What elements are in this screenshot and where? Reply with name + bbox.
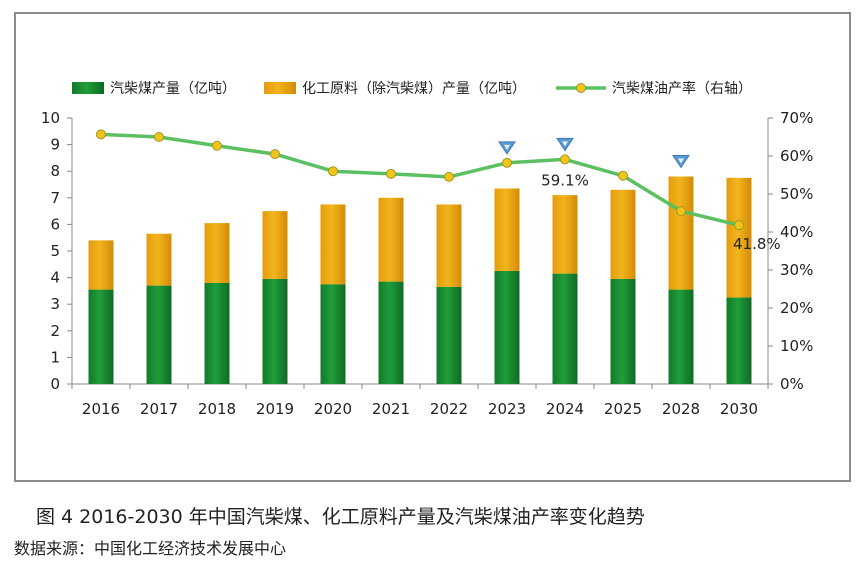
y-right-tick-label: 60% (780, 147, 813, 165)
bar-orange-2025 (610, 189, 636, 279)
y-right-tick-label: 0% (780, 375, 804, 393)
bar-orange-2022 (436, 204, 462, 287)
bar-green-2017 (146, 285, 172, 384)
flag-marker-highlight (562, 141, 568, 147)
bar-green-2028 (668, 289, 694, 384)
legend-label: 汽柴煤油产率（右轴） (612, 80, 752, 97)
bar-orange-2030 (726, 177, 752, 298)
y-left-tick-label: 3 (50, 295, 60, 313)
bar-orange-2021 (378, 197, 404, 282)
bar-orange-2018 (204, 223, 230, 283)
bar-green-2020 (320, 284, 346, 384)
y-left-tick-label: 6 (50, 215, 60, 233)
bar-green-2019 (262, 278, 288, 384)
x-tick-label: 2018 (198, 400, 236, 418)
bar-green-2016 (88, 289, 114, 384)
bar-orange-2017 (146, 233, 172, 286)
y-right-tick-label: 10% (780, 337, 813, 355)
y-right-tick-label: 50% (780, 185, 813, 203)
x-tick-label: 2020 (314, 400, 352, 418)
y-right-tick-label: 20% (780, 299, 813, 317)
x-tick-label: 2023 (488, 400, 526, 418)
bar-orange-2028 (668, 176, 694, 290)
yield-point-2025 (618, 170, 628, 181)
yield-point-2016 (96, 129, 106, 140)
y-left-tick-label: 0 (50, 375, 60, 393)
y-right-tick-label: 40% (780, 223, 813, 241)
yield-point-2021 (386, 168, 396, 179)
x-tick-label: 2019 (256, 400, 294, 418)
bar-orange-2024 (552, 195, 578, 274)
bar-green-2030 (726, 297, 752, 384)
y-right-tick-label: 70% (780, 109, 813, 127)
x-tick-label: 2028 (662, 400, 700, 418)
bar-orange-2016 (88, 240, 114, 290)
yield-point-2023 (502, 157, 512, 168)
x-tick-label: 2030 (720, 400, 758, 418)
yield-point-2030 (734, 220, 744, 231)
bar-green-2018 (204, 282, 230, 384)
bar-orange-2020 (320, 204, 346, 285)
flag-marker-highlight (678, 158, 684, 164)
legend-swatch-green (72, 82, 104, 94)
legend-swatch-orange (264, 82, 296, 94)
data-label: 59.1% (541, 171, 589, 189)
y-left-tick-label: 5 (50, 242, 60, 260)
x-tick-label: 2017 (140, 400, 178, 418)
x-tick-label: 2016 (82, 400, 120, 418)
y-left-tick-label: 10 (41, 109, 60, 127)
y-left-tick-label: 8 (50, 162, 60, 180)
figure-caption: 图 4 2016-2030 年中国汽柴煤、化工原料产量及汽柴煤油产率变化趋势 (36, 506, 645, 528)
flag-marker-highlight (504, 144, 510, 150)
x-tick-label: 2022 (430, 400, 468, 418)
yield-point-2024 (560, 154, 570, 165)
bar-green-2021 (378, 281, 404, 384)
yield-point-2020 (328, 166, 338, 177)
legend-label: 化工原料（除汽柴煤）产量（亿吨） (302, 81, 526, 97)
legend-label: 汽柴煤产量（亿吨） (110, 81, 236, 97)
yield-line (100, 132, 740, 227)
y-left-tick-label: 7 (50, 189, 60, 207)
y-left-tick-label: 4 (50, 269, 60, 287)
bar-orange-2019 (262, 211, 288, 279)
bar-green-2023 (494, 270, 520, 384)
x-tick-label: 2024 (546, 400, 584, 418)
x-tick-label: 2025 (604, 400, 642, 418)
yield-point-2019 (270, 149, 280, 160)
data-source: 数据来源：中国化工经济技术发展中心 (14, 539, 287, 558)
yield-point-2017 (154, 132, 164, 142)
chart: 0 1 2 3 4 5 6 7 8 9 10 0% 10% 20% 30% 40% 50% 60% 70% 2016 2… (41, 80, 813, 418)
y-right-tick-label: 30% (780, 261, 813, 279)
data-label: 41.8% (733, 235, 781, 253)
yield-point-2018 (212, 140, 222, 151)
bar-green-2025 (610, 278, 636, 384)
y-left-tick-label: 1 (50, 348, 60, 366)
bar-orange-2023 (494, 188, 520, 271)
legend-swatch-marker (576, 83, 586, 93)
yield-point-2022 (444, 171, 454, 182)
yield-point-2028 (676, 206, 686, 217)
y-left-tick-label: 9 (50, 136, 60, 154)
bar-green-2022 (436, 286, 462, 384)
y-left-tick-label: 2 (50, 322, 60, 340)
bar-green-2024 (552, 273, 578, 384)
x-tick-label: 2021 (372, 400, 410, 418)
